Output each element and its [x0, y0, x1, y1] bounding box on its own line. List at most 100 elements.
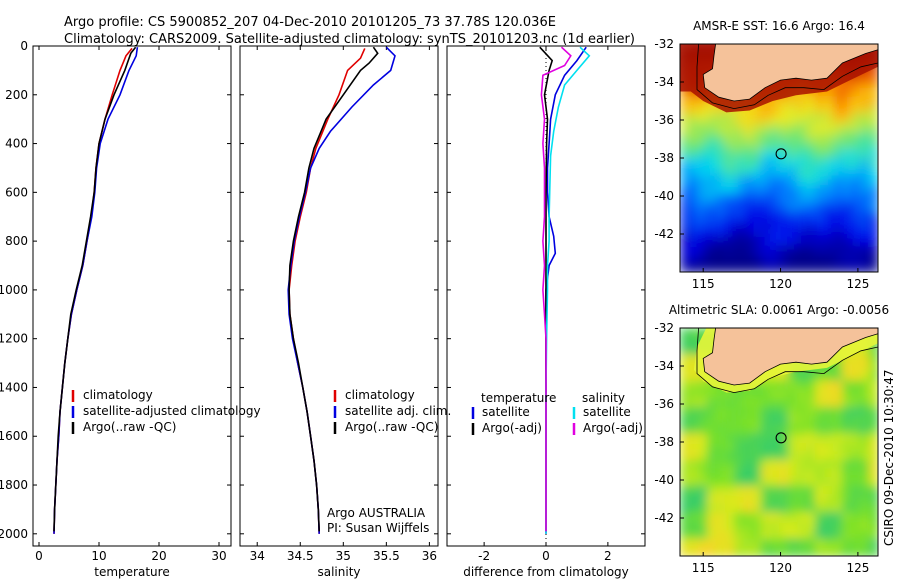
map-cell	[761, 184, 771, 195]
map-cell	[698, 485, 708, 496]
map-cell	[680, 415, 690, 426]
map-cell	[860, 529, 870, 540]
map-cell	[842, 184, 852, 195]
x-tick-label: 34.5	[287, 549, 314, 563]
map-cell	[761, 263, 771, 272]
map-cell	[734, 122, 744, 133]
map-cell	[806, 520, 816, 531]
map-cell	[815, 254, 825, 265]
map-cell	[743, 131, 753, 142]
map-cell	[770, 140, 780, 151]
map-cell	[806, 468, 816, 479]
map-cell	[707, 131, 717, 142]
map-cell	[752, 140, 762, 151]
map-cell	[833, 184, 843, 195]
map-cell	[860, 406, 870, 417]
map-cell	[761, 105, 771, 116]
map-cell	[734, 184, 744, 195]
map-cell	[716, 219, 726, 230]
map-cell	[851, 166, 861, 177]
map-cell	[680, 245, 690, 256]
map-cell	[698, 140, 708, 151]
map-cell	[869, 87, 878, 98]
map-cell	[815, 415, 825, 426]
map-cell	[869, 184, 878, 195]
x-axis-label: temperature	[94, 565, 169, 579]
map-cell	[680, 529, 690, 540]
map-cell	[698, 468, 708, 479]
map-cell	[815, 547, 825, 556]
map-cell	[851, 105, 861, 116]
map-cell	[770, 245, 780, 256]
map-cell	[743, 201, 753, 212]
series-line-2	[53, 47, 139, 534]
map-cell	[752, 503, 762, 514]
map-cell	[842, 442, 852, 452]
map-cell	[833, 424, 843, 435]
map-cell	[860, 345, 870, 356]
map-cell	[698, 459, 708, 470]
map-cell	[824, 538, 834, 549]
map-cell	[743, 485, 753, 496]
map-cell	[698, 114, 708, 124]
map-cell	[752, 450, 762, 461]
map-cell	[815, 424, 825, 435]
map-cell	[869, 131, 878, 142]
map-cell	[743, 114, 753, 124]
map-cell	[788, 263, 798, 272]
map-cell	[869, 529, 878, 540]
map-cell	[833, 131, 843, 142]
map-cell	[806, 228, 816, 238]
annotation-line-2: PI: Susan Wijffels	[327, 521, 429, 535]
map-cell	[689, 254, 699, 265]
map-cell	[725, 547, 735, 556]
map-cell	[851, 87, 861, 98]
map-cell	[779, 529, 789, 540]
map-cell	[761, 210, 771, 221]
map-cell	[770, 547, 780, 556]
map-cell	[707, 263, 717, 272]
map-cell	[797, 494, 807, 505]
map-cell	[851, 424, 861, 435]
map-cell	[707, 424, 717, 435]
map-cell	[833, 477, 843, 487]
map-cell	[770, 193, 780, 203]
map-cell	[806, 538, 816, 549]
map-cell	[752, 406, 762, 417]
map-cell	[788, 184, 798, 195]
map-cell	[824, 122, 834, 133]
map-cell	[689, 424, 699, 435]
map-cell	[824, 236, 834, 247]
map-cell	[797, 184, 807, 195]
map-cell	[743, 503, 753, 514]
map-cell	[707, 406, 717, 417]
map-cell	[770, 485, 780, 496]
x-tick-label: -2	[478, 549, 490, 563]
map-cell	[788, 520, 798, 531]
map-cell	[869, 105, 878, 116]
map-cell	[860, 363, 870, 373]
map-cell	[815, 166, 825, 177]
map-cell	[860, 503, 870, 514]
x-axis-label: difference from climatology	[463, 565, 629, 579]
map-cell	[716, 468, 726, 479]
map-cell	[725, 210, 735, 221]
map-cell	[716, 184, 726, 195]
map-cell	[797, 503, 807, 514]
map-cell	[806, 450, 816, 461]
map-cell	[689, 193, 699, 203]
map-cell	[761, 415, 771, 426]
map-cell	[725, 122, 735, 133]
map-cell	[806, 254, 816, 265]
map-cell	[788, 371, 798, 382]
map-cell	[842, 406, 852, 417]
map-cell	[707, 175, 717, 186]
map-cell	[689, 263, 699, 272]
map-cell	[734, 512, 744, 522]
map-cell	[806, 406, 816, 417]
map-cell	[797, 529, 807, 540]
map-cell	[797, 245, 807, 256]
map-cell	[761, 406, 771, 417]
map-cell	[725, 520, 735, 531]
map-cell	[824, 193, 834, 203]
